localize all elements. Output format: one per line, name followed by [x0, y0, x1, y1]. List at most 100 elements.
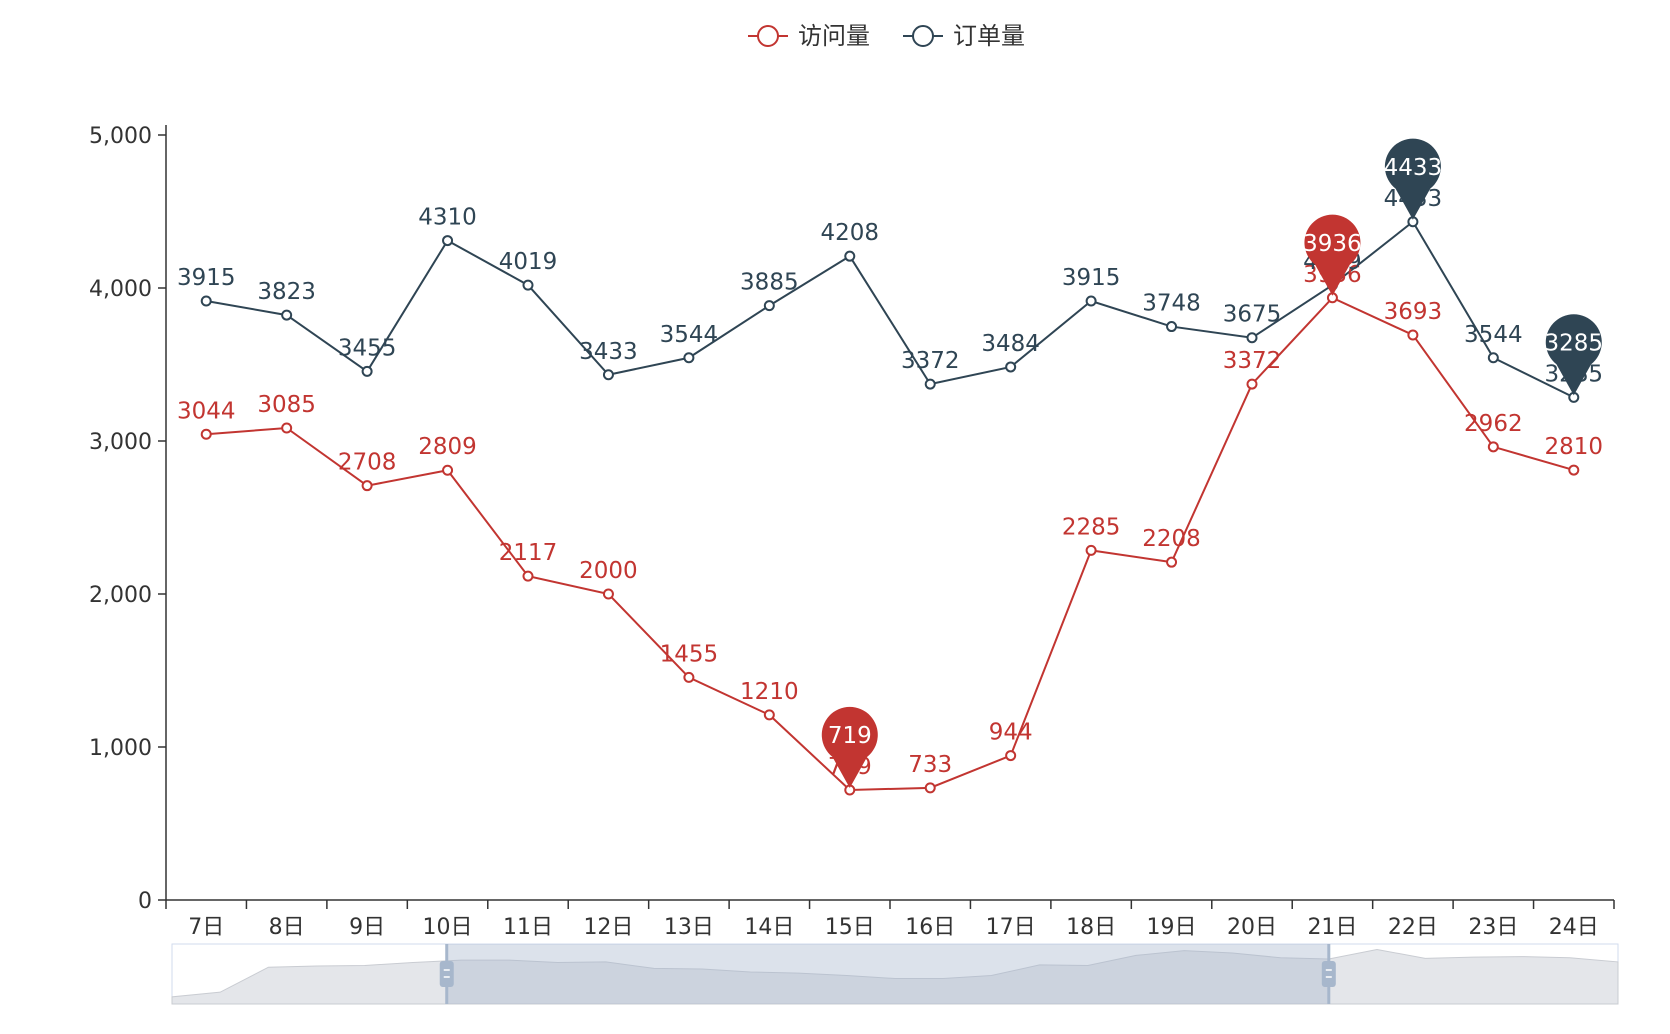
data-label: 2000	[579, 558, 638, 584]
legend[interactable]: 访问量 订单量	[748, 22, 1025, 50]
mark-point-label: 3285	[1545, 330, 1604, 356]
data-label: 2208	[1142, 526, 1201, 552]
legend-label: 订单量	[953, 22, 1025, 50]
data-label: 944	[989, 720, 1033, 746]
y-tick-label: 2,000	[89, 583, 152, 608]
drag-handle-icon	[1321, 961, 1336, 987]
legend-circle-icon	[912, 25, 934, 47]
data-point[interactable]	[1166, 321, 1178, 333]
data-label: 4208	[821, 220, 880, 246]
data-label: 3915	[177, 265, 236, 291]
data-point[interactable]	[1487, 352, 1499, 364]
label-layer: 3044 3085 2708 2809 2117 2000 1455 1210 719 733 94…	[177, 186, 1603, 780]
mark-point-last[interactable]: 3285	[1545, 314, 1604, 396]
mark-point-label: 4433	[1384, 155, 1443, 181]
data-point[interactable]	[1166, 556, 1178, 568]
map-pin-icon	[1545, 314, 1602, 396]
mark-point-max[interactable]: 3936	[1303, 214, 1362, 296]
x-tick-label: 17日	[986, 915, 1036, 940]
data-label: 2962	[1464, 411, 1523, 437]
data-label: 2809	[418, 434, 477, 460]
pin-layer: 719 3936 4433 3285	[821, 138, 1604, 788]
map-pin-icon	[1384, 138, 1441, 220]
data-label: 733	[908, 752, 952, 778]
data-point[interactable]	[522, 279, 534, 291]
data-label: 1455	[660, 641, 719, 667]
data-label: 2708	[338, 450, 397, 476]
data-label: 3372	[901, 348, 960, 374]
data-point[interactable]	[361, 365, 373, 377]
data-label: 3484	[981, 331, 1040, 357]
data-point[interactable]	[442, 235, 454, 247]
x-tick-label: 9日	[349, 915, 385, 940]
mark-point-label: 719	[828, 723, 872, 749]
x-tick-label: 18日	[1066, 915, 1116, 940]
x-tick-label: 23日	[1468, 915, 1518, 940]
data-point[interactable]	[1085, 544, 1097, 556]
data-point[interactable]	[1246, 332, 1258, 344]
mark-point-min[interactable]: 719	[821, 706, 878, 788]
data-point[interactable]	[683, 352, 695, 364]
series-line-2	[206, 220, 1575, 399]
data-point[interactable]	[1487, 441, 1499, 453]
x-tick-label: 19日	[1147, 915, 1197, 940]
data-point[interactable]	[1085, 295, 1097, 307]
data-point[interactable]	[1246, 378, 1258, 390]
data-point[interactable]	[442, 464, 454, 476]
map-pin-icon	[821, 706, 878, 788]
mark-point-max[interactable]: 4433	[1384, 138, 1443, 220]
data-point[interactable]	[281, 309, 293, 321]
data-zoom-selection[interactable]	[446, 944, 1329, 1004]
data-point[interactable]	[924, 782, 936, 794]
y-axis: 0 1,000 2,000 3,000 4,000 5,000	[89, 124, 167, 914]
data-point[interactable]	[1005, 361, 1017, 373]
y-tick-label: 1,000	[89, 736, 152, 761]
x-tick-label: 10日	[423, 915, 473, 940]
legend-item-1[interactable]: 访问量	[748, 22, 870, 50]
data-zoom-end-handle[interactable]	[1321, 944, 1336, 1004]
data-point[interactable]	[602, 588, 614, 600]
legend-item-2[interactable]: 订单量	[903, 22, 1025, 50]
y-tick-label: 5,000	[89, 124, 152, 149]
data-zoom-preview-area	[171, 948, 1619, 1005]
data-point[interactable]	[763, 709, 775, 721]
data-label: 4310	[418, 205, 477, 231]
x-tick-label: 20日	[1227, 915, 1277, 940]
data-label: 3455	[338, 335, 397, 361]
drag-handle-icon	[439, 961, 454, 987]
data-point[interactable]	[844, 250, 856, 262]
data-point[interactable]	[1005, 750, 1017, 762]
data-label: 3372	[1223, 348, 1282, 374]
x-tick-label: 14日	[744, 915, 794, 940]
data-point[interactable]	[200, 428, 212, 440]
data-point[interactable]	[200, 295, 212, 307]
data-label: 3544	[660, 322, 719, 348]
data-point[interactable]	[281, 422, 293, 434]
data-point[interactable]	[1407, 329, 1419, 341]
data-label: 2117	[499, 540, 558, 566]
data-zoom-slider[interactable]	[171, 943, 1619, 1005]
x-axis: 7日 8日 9日 10日 11日 12日 13日 14日 15日 16日 17日 18日 19日 20日 2…	[165, 899, 1615, 940]
data-zoom-start-handle[interactable]	[439, 944, 454, 1004]
data-point[interactable]	[683, 671, 695, 683]
data-point[interactable]	[361, 480, 373, 492]
legend-circle-icon	[757, 25, 779, 47]
y-tick-label: 3,000	[89, 430, 152, 455]
x-tick-label: 16日	[905, 915, 955, 940]
x-tick-label: 12日	[583, 915, 633, 940]
data-point[interactable]	[522, 570, 534, 582]
legend-label: 访问量	[798, 22, 870, 50]
y-tick-label: 4,000	[89, 277, 152, 302]
data-point[interactable]	[763, 300, 775, 312]
data-label: 3885	[740, 270, 799, 296]
data-point[interactable]	[1568, 464, 1580, 476]
x-tick-label: 13日	[664, 915, 714, 940]
data-label: 3915	[1062, 265, 1121, 291]
data-point[interactable]	[924, 378, 936, 390]
series-layer	[200, 216, 1580, 796]
data-label: 1210	[740, 679, 799, 705]
data-label: 3675	[1223, 302, 1282, 328]
map-pin-icon	[1304, 214, 1361, 296]
data-point[interactable]	[602, 369, 614, 381]
